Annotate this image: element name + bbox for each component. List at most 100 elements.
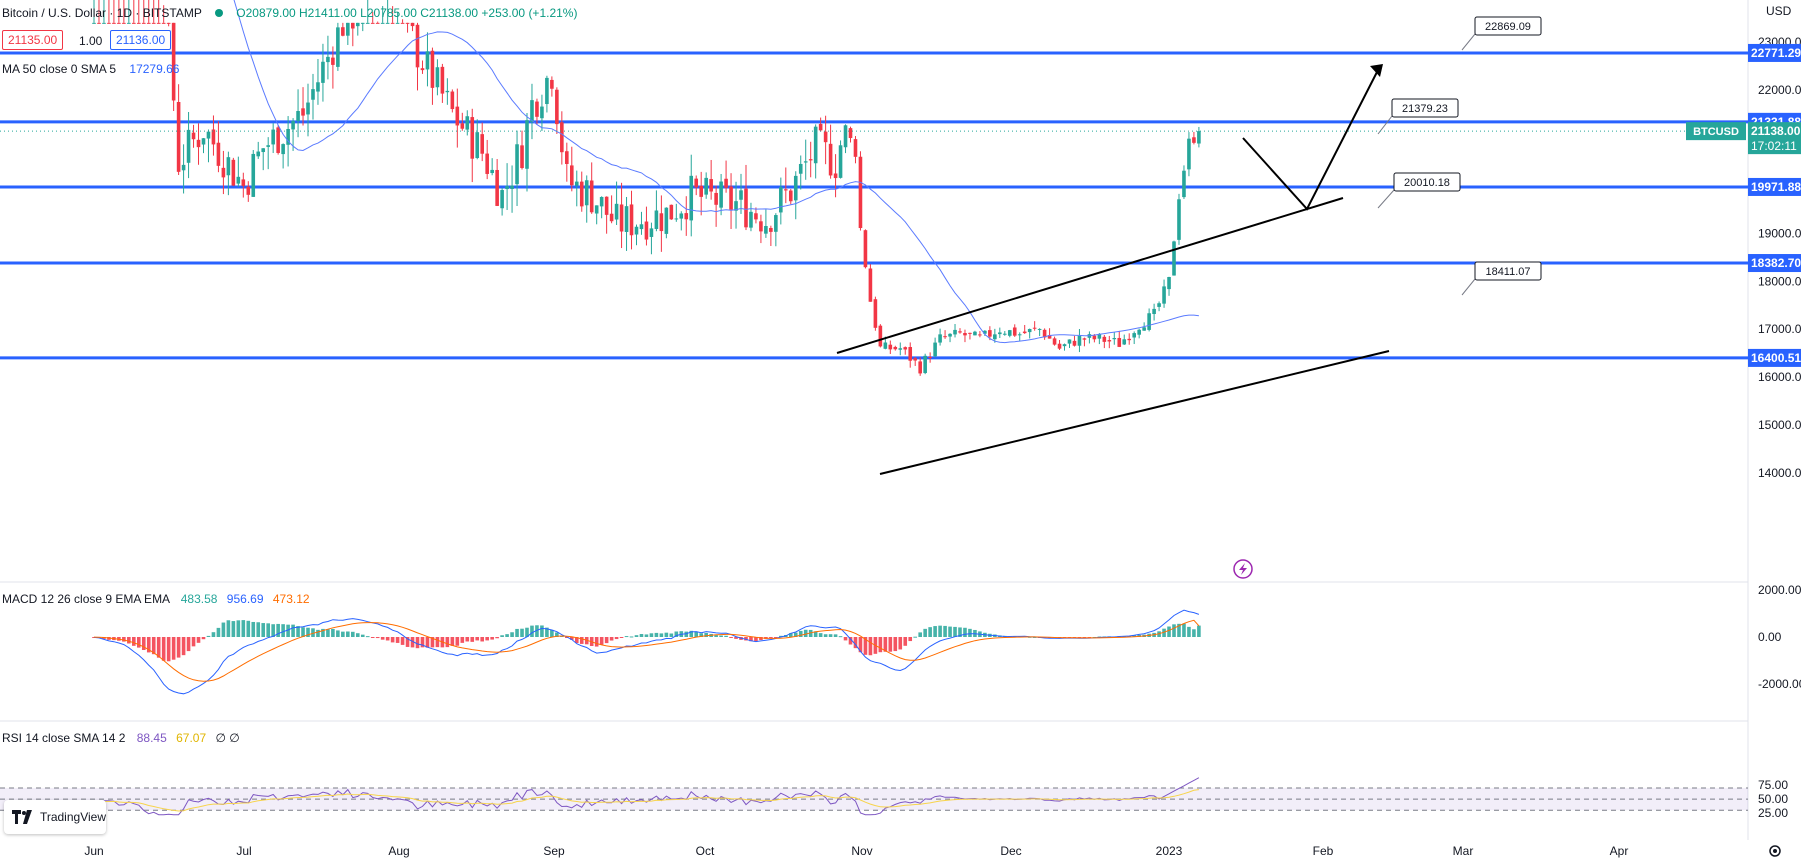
candle-body <box>948 333 952 337</box>
candle-body <box>719 181 723 208</box>
macd-histogram-bar <box>331 628 335 637</box>
macd-histogram-bar <box>400 637 405 645</box>
candle-body <box>231 159 236 186</box>
candle-body <box>211 129 216 145</box>
level-tag-label: 16400.51 <box>1751 351 1801 365</box>
level-tag <box>1748 177 1801 196</box>
macd-histogram-bar <box>470 637 475 642</box>
macd-histogram-bar <box>385 637 390 641</box>
candle-body <box>699 185 703 197</box>
macd-histogram-bar <box>156 637 161 658</box>
macd-histogram-bar <box>236 620 241 637</box>
candle-body <box>838 145 843 178</box>
macd-histogram-bar <box>724 635 728 637</box>
candle-body <box>639 224 644 230</box>
candle-body <box>540 106 544 119</box>
candle-body <box>550 79 554 89</box>
candle-body <box>958 331 962 333</box>
candle-body <box>530 100 534 123</box>
candle-body <box>171 22 176 101</box>
macd-histogram-bar <box>963 627 967 637</box>
sell-price-button[interactable]: 21135.00 <box>2 30 64 50</box>
candle-body <box>883 342 888 349</box>
candle-body <box>793 175 798 201</box>
callout-leader <box>1377 189 1395 209</box>
macd-histogram-bar <box>127 637 131 644</box>
candle-body <box>774 215 778 232</box>
currency-label[interactable]: USD <box>1766 4 1792 18</box>
macd-histogram-bar <box>475 637 480 641</box>
macd-histogram-bar <box>714 635 718 637</box>
candle-body <box>435 67 440 88</box>
macd-histogram-bar <box>415 637 420 649</box>
ma-label: MA 50 close 0 SMA 5 <box>2 62 117 76</box>
time-axis-label: Dec <box>1000 844 1021 858</box>
candle-body <box>863 230 868 268</box>
callout-label: 21379.23 <box>1402 103 1448 115</box>
time-axis-label: Apr <box>1610 844 1629 858</box>
macd-tick-label: -2000.00 <box>1758 677 1801 691</box>
rsi-tick-label: 75.00 <box>1758 778 1788 792</box>
candle-body <box>1057 343 1062 349</box>
macd-histogram-bar <box>465 637 470 642</box>
rsi-legend[interactable]: RSI 14 close SMA 14 2 88.45 67.07 ∅ ∅ <box>2 731 240 745</box>
level-tag <box>1748 348 1801 367</box>
macd-histogram-bar <box>933 626 937 637</box>
macd-histogram-bar <box>545 627 549 637</box>
macd-histogram-bar <box>455 637 460 646</box>
candle-body <box>689 175 694 221</box>
macd-histogram-bar <box>629 636 634 638</box>
macd-histogram-bar <box>550 629 554 637</box>
candle-body <box>117 22 121 24</box>
macd-histogram-bar <box>555 632 559 637</box>
candle-body <box>346 22 350 36</box>
macd-histogram-bar <box>271 624 275 637</box>
time-axis-label: Nov <box>851 844 872 858</box>
candle-body <box>281 144 285 155</box>
macd-histogram-bar <box>405 637 410 647</box>
candle-body <box>833 173 838 179</box>
macd-signal-value: 473.12 <box>272 592 310 606</box>
tradingview-logo[interactable]: TradingView <box>4 800 106 834</box>
candle-body <box>515 144 519 185</box>
macd-histogram-bar <box>883 637 888 652</box>
candle-body <box>928 356 932 358</box>
candle-body <box>853 139 858 157</box>
candle-body <box>132 22 136 24</box>
candle-body <box>903 347 908 350</box>
macd-histogram-bar <box>858 637 863 653</box>
macd-line <box>93 609 1200 695</box>
candle-body <box>983 330 987 334</box>
macd-histogram-bar <box>913 636 918 638</box>
macd-histogram-bar <box>649 633 654 637</box>
macd-histogram-bar <box>903 637 908 646</box>
candle-body <box>818 123 823 131</box>
macd-legend[interactable]: MACD 12 26 close 9 EMA EMA 483.58 956.69… <box>2 592 310 606</box>
candle-body <box>589 180 594 213</box>
candle-body <box>1007 330 1012 336</box>
candle-body <box>1072 340 1077 346</box>
candle-body <box>848 128 853 139</box>
buy-price-button[interactable]: 21136.00 <box>110 30 172 50</box>
macd-histogram-bar <box>281 624 285 637</box>
macd-histogram-bar <box>958 627 962 637</box>
ma-legend[interactable]: MA 50 close 0 SMA 5 17279.66 <box>2 62 179 76</box>
macd-histogram-bar <box>754 637 758 642</box>
candle-body <box>1182 170 1186 198</box>
candle-body <box>122 22 126 24</box>
candle-body <box>659 213 664 232</box>
macd-histogram-bar <box>659 633 664 637</box>
candle-body <box>420 68 425 71</box>
tradingview-logo-text: TradingView <box>39 810 106 824</box>
macd-histogram-bar <box>341 631 345 637</box>
candle-body <box>326 56 330 63</box>
callout-label: 20010.18 <box>1404 177 1450 189</box>
callout-box <box>1474 261 1542 281</box>
candle-body <box>395 22 400 24</box>
candle-body <box>808 159 813 161</box>
candle-body <box>166 22 171 24</box>
candle-body <box>1152 308 1156 315</box>
macd-histogram-bar <box>704 632 708 637</box>
macd-histogram-bar <box>729 637 733 638</box>
